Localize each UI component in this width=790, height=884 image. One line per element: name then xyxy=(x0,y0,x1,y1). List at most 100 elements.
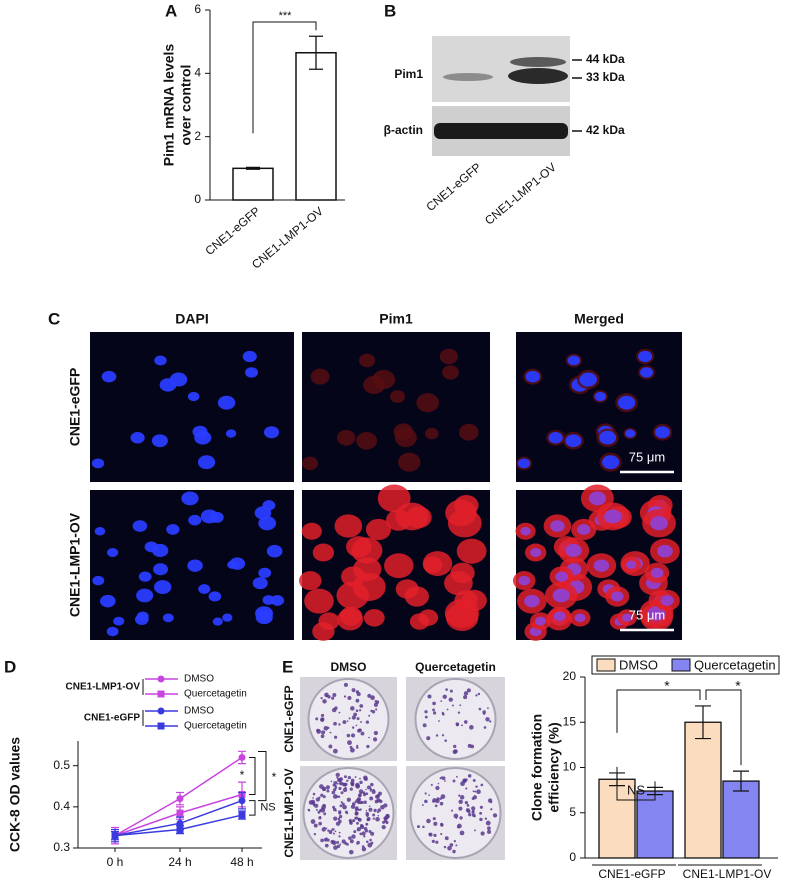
nucleus xyxy=(660,595,674,606)
nucleus xyxy=(225,429,237,438)
colony xyxy=(315,808,318,811)
colony xyxy=(474,790,477,793)
colony xyxy=(370,831,375,836)
cytoplasm xyxy=(310,368,330,385)
colony xyxy=(359,704,364,708)
colony xyxy=(366,785,371,790)
colony xyxy=(370,841,374,845)
colony xyxy=(487,707,489,710)
error-bar xyxy=(246,166,260,170)
colony xyxy=(432,701,436,706)
colony xyxy=(374,700,377,703)
colony xyxy=(325,785,330,790)
colony xyxy=(373,730,379,736)
colony xyxy=(347,740,352,746)
cytoplasm xyxy=(458,423,479,441)
colony xyxy=(327,726,330,729)
y-tick-label: 0 xyxy=(194,192,201,206)
blot-band xyxy=(508,68,568,84)
colony xyxy=(485,717,490,722)
micrograph xyxy=(299,484,490,641)
cytoplasm xyxy=(312,543,335,562)
colony xyxy=(344,841,348,845)
colony xyxy=(444,836,449,841)
colony xyxy=(359,824,365,830)
nucleus xyxy=(197,455,216,470)
colony xyxy=(361,831,366,836)
colony xyxy=(427,694,432,699)
colony xyxy=(313,823,318,828)
legend-group: CNE1-eGFP xyxy=(84,713,140,724)
colony xyxy=(342,782,347,787)
micrograph xyxy=(90,490,294,640)
colony xyxy=(312,792,316,796)
lane-label: CNE1-eGFP xyxy=(423,160,484,214)
colony xyxy=(433,833,437,838)
colony xyxy=(422,723,427,728)
column-header: Pim1 xyxy=(379,311,413,327)
colony xyxy=(325,694,329,698)
colony xyxy=(444,780,446,782)
nucleus xyxy=(258,516,277,531)
colony xyxy=(331,696,335,700)
nucleus xyxy=(94,527,106,536)
colony xyxy=(329,731,332,734)
nucleus xyxy=(552,588,570,603)
cytoplasm xyxy=(363,609,385,627)
colony xyxy=(367,693,372,698)
colony xyxy=(365,788,367,791)
colony xyxy=(348,836,352,840)
colony xyxy=(472,790,475,793)
colony xyxy=(471,806,476,811)
colony xyxy=(457,823,462,829)
colony xyxy=(375,816,380,822)
colony xyxy=(459,830,465,836)
y-tick-label: 15 xyxy=(563,714,577,728)
colony xyxy=(349,839,354,844)
colony xyxy=(424,710,428,714)
colony xyxy=(365,813,369,817)
y-tick-label: 20 xyxy=(563,669,577,683)
colony xyxy=(315,797,321,802)
colony xyxy=(318,821,322,826)
colony xyxy=(342,720,347,725)
legend-marker xyxy=(157,722,165,730)
colony xyxy=(464,778,468,782)
colony xyxy=(324,843,329,848)
colony xyxy=(463,691,469,696)
cytoplasm xyxy=(359,353,376,368)
bar xyxy=(722,780,760,859)
nucleus xyxy=(138,571,152,582)
cytoplasm xyxy=(450,562,475,584)
colony xyxy=(320,717,325,722)
nucleus xyxy=(647,606,666,621)
colony xyxy=(441,776,443,778)
colony xyxy=(328,830,333,835)
colony xyxy=(432,708,435,712)
annotation: * xyxy=(240,768,245,782)
colony xyxy=(457,711,461,714)
colony xyxy=(464,801,468,805)
cytoplasm xyxy=(456,538,487,564)
colony xyxy=(326,838,330,842)
significance-bracket xyxy=(249,800,256,816)
nucleus xyxy=(638,350,653,363)
annotation: NS xyxy=(627,782,645,797)
colony xyxy=(432,817,436,821)
colony xyxy=(350,782,355,787)
colony xyxy=(437,782,440,785)
colony xyxy=(334,735,338,739)
colony xyxy=(466,804,470,807)
colony xyxy=(344,786,347,789)
blot-row-label: Pim1 xyxy=(394,67,423,81)
colony xyxy=(333,816,338,821)
colony xyxy=(320,697,323,700)
nucleus xyxy=(657,544,673,558)
colony xyxy=(349,820,353,824)
bar xyxy=(232,167,274,201)
nucleus xyxy=(198,584,211,594)
colony xyxy=(338,723,341,726)
panel-label: A xyxy=(165,1,177,20)
colony xyxy=(333,845,338,850)
colony xyxy=(432,711,437,715)
